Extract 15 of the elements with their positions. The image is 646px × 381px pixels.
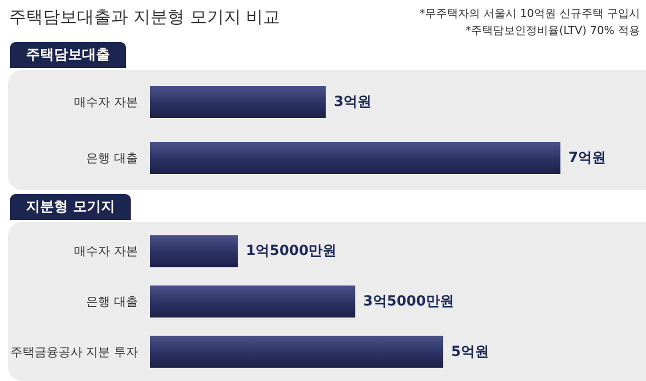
chart-title: 지분형 모기지 <box>26 199 115 215</box>
data-label: 1억5000만원 <box>246 243 337 260</box>
y-tick-label: 주택금융공사 지분 투자 <box>10 344 138 359</box>
data-label: 5억원 <box>451 344 489 360</box>
data-label: 7억원 <box>568 150 606 166</box>
text: *무주택자의 서울시 10억원 신규주택 구입시 <box>420 7 640 20</box>
y-tick-label: 매수자 자본 <box>74 244 138 258</box>
y-tick-label: 매수자 자본 <box>74 95 138 109</box>
chart-title: 주택담보대출과 지분형 모기지 비교 <box>9 8 280 28</box>
data-label: 3억5000만원 <box>363 294 454 310</box>
text: *주택담보인정비율(LTV) 70% 적용 <box>466 24 640 37</box>
y-tick-label: 은행 대출 <box>86 294 138 308</box>
data-label: 3억원 <box>334 94 372 110</box>
y-tick-label: 은행 대출 <box>86 151 138 165</box>
chart-subtitle: 주택담보대출 <box>26 47 110 63</box>
